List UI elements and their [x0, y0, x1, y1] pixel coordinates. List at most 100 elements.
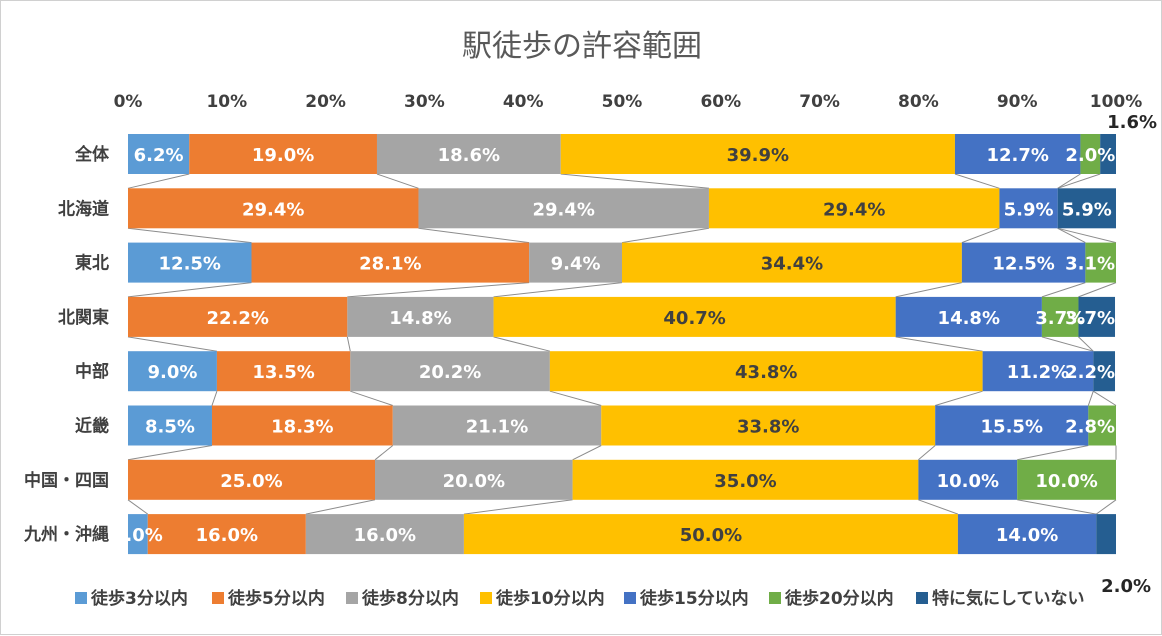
series-line: [1078, 282, 1117, 298]
data-label: 12.7%: [986, 145, 1048, 166]
series-line: [560, 173, 709, 189]
data-label: 9.0%: [147, 362, 197, 383]
bar-segment: [1100, 134, 1116, 174]
data-label: 8.5%: [145, 417, 195, 438]
bar-segment: [1041, 296, 1079, 337]
bar-segment: [128, 242, 252, 283]
series-line: [127, 282, 252, 298]
bar-segment: [529, 242, 622, 283]
legend: 徒歩3分以内 徒歩5分以内 徒歩8分以内 徒歩10分以内 徒歩15分以内 徒歩20分以内 特…: [75, 588, 1085, 609]
series-line: [1087, 391, 1094, 406]
category-label: 北海道: [58, 198, 109, 219]
x-tick-label: 10%: [206, 92, 247, 112]
series-line: [1078, 336, 1094, 352]
data-label: 5.9%: [1004, 199, 1054, 220]
data-label: 13.5%: [252, 362, 314, 383]
bar-segment: [1088, 405, 1116, 446]
series-line: [350, 390, 393, 406]
series-line: [211, 391, 218, 406]
data-label: 9.4%: [551, 254, 601, 275]
bar-segment: [392, 405, 602, 446]
data-label: 22.2%: [206, 308, 268, 329]
series-line: [1095, 499, 1117, 515]
data-label: 18.3%: [271, 417, 333, 438]
legend-label: 徒歩20分以内: [784, 588, 894, 609]
bar-segment: [305, 514, 464, 555]
data-label: 2.0%: [1065, 145, 1115, 166]
data-label: 16.0%: [196, 525, 258, 546]
bar-segment: [1078, 296, 1116, 337]
series-line: [1017, 499, 1097, 515]
data-label: 10.0%: [937, 471, 999, 492]
x-tick-label: 60%: [700, 92, 741, 112]
series-line: [1057, 173, 1101, 189]
bar-segment: [918, 459, 1018, 500]
bar-segment: [935, 405, 1089, 446]
x-tick-label: 20%: [305, 92, 346, 112]
series-line: [374, 445, 394, 461]
legend-label: 特に気にしていない: [932, 588, 1085, 609]
series-line: [1041, 336, 1094, 352]
legend-swatch: [624, 592, 636, 604]
data-label: 29.4%: [532, 199, 594, 220]
bar-segment: [549, 351, 983, 392]
series-line: [346, 336, 351, 352]
bar-segment: [999, 188, 1058, 229]
series-line: [493, 282, 623, 298]
legend-label: 徒歩15分以内: [639, 588, 749, 609]
series-line: [935, 390, 983, 406]
series-line: [127, 227, 252, 244]
bar-segment: [128, 405, 212, 446]
x-tick-label: 50%: [602, 92, 643, 112]
data-label: 2.0%: [1101, 576, 1151, 597]
x-tick-label: 100%: [1090, 92, 1143, 112]
series-line: [127, 445, 213, 461]
bar-segment: [128, 351, 217, 392]
data-label: 34.4%: [761, 254, 823, 275]
legend-swatch: [769, 592, 781, 604]
series-line: [961, 227, 1000, 244]
x-tick-label: 80%: [898, 92, 939, 112]
x-tick-label: 40%: [503, 92, 544, 112]
bar-segment: [375, 459, 573, 500]
series-line: [463, 499, 573, 515]
data-label: 29.4%: [823, 199, 885, 220]
bar-segment: [982, 351, 1094, 392]
data-label: 3.7%: [1065, 308, 1115, 329]
bar-segment: [147, 514, 306, 555]
series-line: [1057, 227, 1117, 244]
bar-segment: [128, 296, 348, 337]
bar-segment: [189, 134, 377, 174]
bar-segment: [493, 296, 896, 337]
data-label: 2.2%: [1065, 362, 1115, 383]
data-label: 14.0%: [996, 525, 1058, 546]
bar-segment: [601, 405, 936, 446]
series-line: [895, 282, 962, 298]
legend-swatch: [212, 592, 224, 604]
data-label: 1.6%: [1107, 112, 1157, 133]
bar-segment: [1057, 188, 1116, 229]
x-tick-label: 90%: [997, 92, 1038, 112]
bar-segment: [128, 459, 375, 500]
data-label: 18.6%: [438, 145, 500, 166]
legend-label: 徒歩10分以内: [495, 588, 605, 609]
data-label: 3.1%: [1065, 254, 1115, 275]
bar-segment: [708, 188, 1000, 229]
data-label: 20.0%: [443, 471, 505, 492]
data-label: 35.0%: [714, 471, 776, 492]
series-line: [1057, 227, 1086, 244]
chart-title: 駅徒歩の許容範囲: [462, 29, 702, 64]
series-line: [127, 499, 149, 515]
data-label: 40.7%: [663, 308, 725, 329]
x-tick-label: 30%: [404, 92, 445, 112]
data-label: 2.0%: [113, 525, 163, 546]
bar-segment: [1085, 242, 1116, 283]
bar-segment: [128, 514, 148, 555]
series-line: [549, 390, 602, 406]
data-label: 2.8%: [1065, 417, 1115, 438]
bar-segment: [216, 351, 351, 392]
data-label: 15.5%: [981, 417, 1043, 438]
data-label: 12.5%: [992, 254, 1054, 275]
series-line: [918, 499, 959, 515]
